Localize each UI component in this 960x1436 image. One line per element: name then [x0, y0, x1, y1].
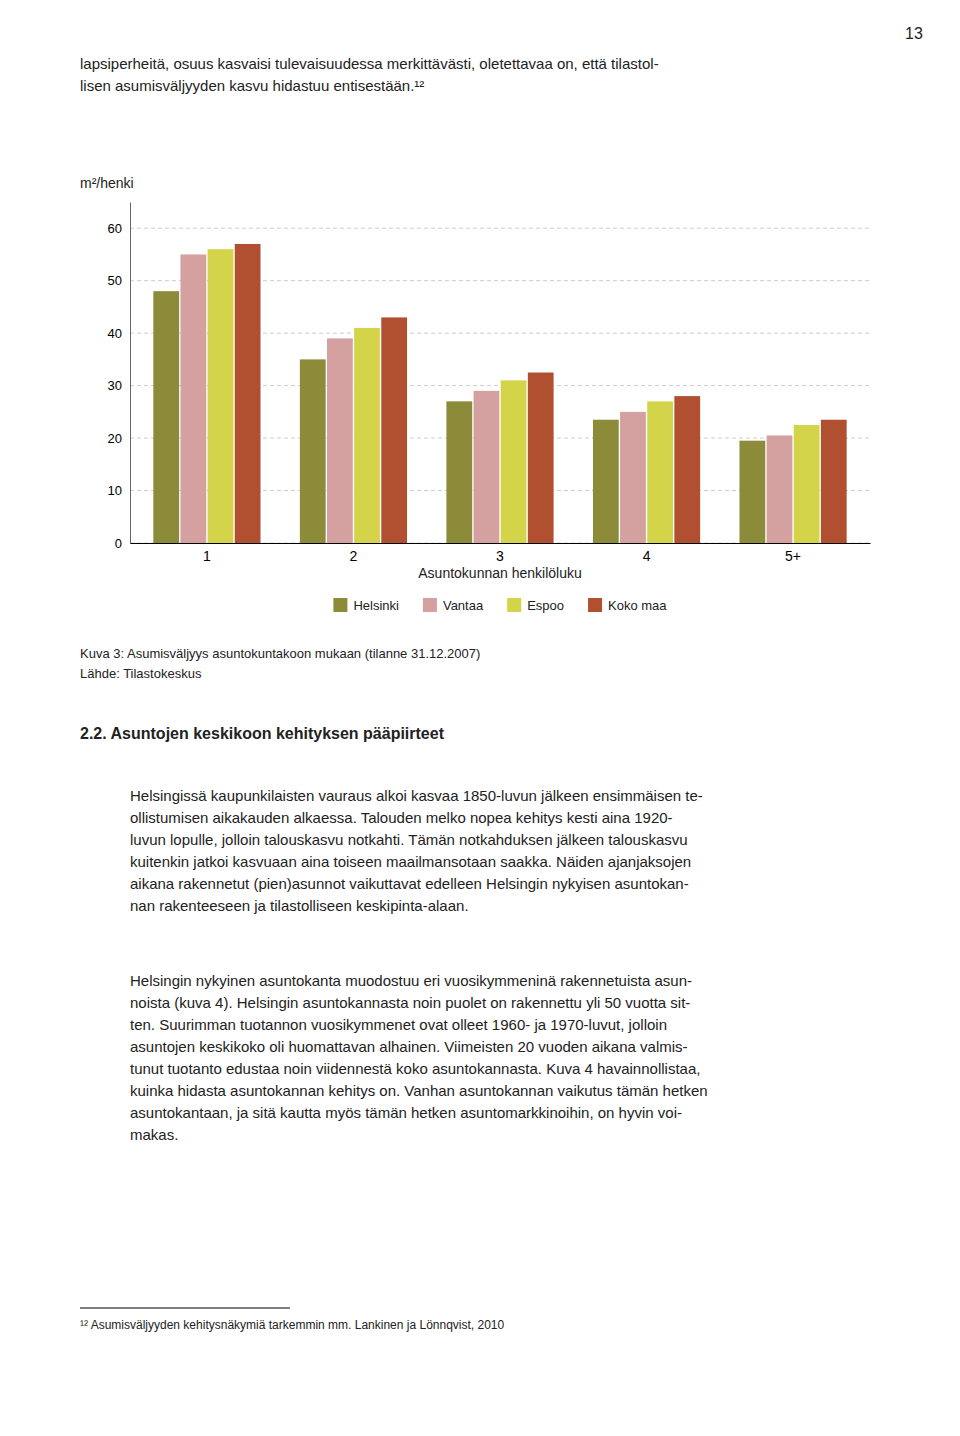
- y-tick: 0: [115, 536, 130, 551]
- legend-swatch: [588, 598, 602, 612]
- legend-label: Vantaa: [443, 598, 484, 613]
- x-tick: 4: [643, 543, 651, 564]
- bar: [821, 420, 847, 543]
- x-axis-title: Asuntokunnan henkilöluku: [418, 565, 581, 581]
- x-axis: 1 2 3 4 5+: [131, 543, 871, 564]
- source: Lähde: Tilastokeskus: [80, 666, 202, 681]
- legend-item: Koko maa: [588, 598, 667, 613]
- x-tick-label: 3: [496, 548, 504, 564]
- y-tick-label: 50: [108, 273, 122, 288]
- legend-label: Espoo: [527, 598, 564, 613]
- footnote-rule: [80, 1308, 290, 1309]
- y-tick: 40: [108, 326, 130, 341]
- bar: [620, 412, 646, 543]
- bar: [300, 359, 326, 543]
- paragraph-line: luvun lopulle, jolloin talouskasvu notka…: [130, 831, 688, 848]
- legend-item: Espoo: [507, 598, 564, 613]
- paragraph-line: kuitenkin jatkoi kasvuaan aina toiseen m…: [130, 853, 691, 870]
- x-tick: 1: [203, 543, 211, 564]
- paragraph-line: lapsiperheitä, osuus kasvaisi tulevaisuu…: [80, 55, 659, 72]
- bar: [381, 317, 407, 543]
- page-background: [0, 0, 960, 1436]
- grid: [130, 228, 870, 543]
- paragraph-line: lisen asumisväljyyden kasvu hidastuu ent…: [80, 77, 424, 94]
- y-tick-label: 10: [108, 483, 122, 498]
- y-axis: 0 10 20 30 40 50 60: [108, 203, 131, 551]
- paragraph-line: Helsingissä kaupunkilaisten vauraus alko…: [130, 787, 703, 804]
- y-tick: 60: [108, 221, 130, 236]
- legend-label: Koko maa: [608, 598, 667, 613]
- legend-swatch: [423, 598, 437, 612]
- y-tick-label: 40: [108, 326, 122, 341]
- y-tick: 10: [108, 483, 130, 498]
- bars: [153, 244, 846, 543]
- bar-series: [180, 254, 792, 543]
- bar: [794, 425, 820, 543]
- x-tick-label: 4: [643, 548, 651, 564]
- y-axis-title: m²/henki: [80, 175, 134, 191]
- bar: [528, 373, 554, 544]
- y-tick: 20: [108, 431, 130, 446]
- x-axis-line: [131, 543, 871, 544]
- x-tick: 2: [350, 543, 358, 564]
- y-tick-label: 0: [115, 536, 122, 551]
- y-axis-line: [130, 203, 131, 544]
- legend-swatch: [507, 598, 521, 612]
- bar: [767, 435, 793, 543]
- caption: Kuva 3: Asumisväljyys asuntokuntakoon mu…: [80, 646, 480, 661]
- paragraph-line: aikana rakennetut (pien)asunnot vaikutta…: [130, 875, 689, 892]
- legend-swatch: [333, 598, 347, 612]
- bar: [327, 338, 353, 543]
- x-tick-label: 5+: [785, 548, 801, 564]
- bar: [208, 249, 234, 543]
- legend-item: Helsinki: [333, 598, 399, 613]
- bar: [474, 391, 500, 543]
- bar: [501, 380, 527, 543]
- paragraph-line: noista (kuva 4). Helsingin asuntokannast…: [130, 994, 690, 1011]
- bar: [593, 420, 619, 543]
- bar: [647, 401, 673, 543]
- chart: 0 10 20 30 40 50 60 1 2 3 4 5+: [108, 203, 871, 564]
- page-number: 13: [905, 25, 923, 42]
- paragraph-line: makas.: [130, 1126, 178, 1143]
- y-tick: 50: [108, 273, 130, 288]
- bar: [674, 396, 700, 543]
- y-tick-label: 30: [108, 378, 122, 393]
- bar-series: [235, 244, 847, 543]
- grid-line: [130, 228, 870, 229]
- y-tick-label: 20: [108, 431, 122, 446]
- paragraph-line: Helsingin nykyinen asuntokanta muodostuu…: [130, 972, 692, 989]
- heading: 2.2. Asuntojen keskikoon kehityksen pääp…: [80, 725, 445, 742]
- bar: [739, 441, 765, 543]
- bar-series: [208, 249, 820, 543]
- bar: [180, 254, 206, 543]
- x-tick-label: 2: [350, 548, 358, 564]
- bar: [235, 244, 261, 543]
- legend-label: Helsinki: [353, 598, 399, 613]
- page: 13lapsiperheitä, osuus kasvaisi tulevais…: [0, 0, 960, 1436]
- paragraph-line: kuinka hidasta asuntokannan kehitys on. …: [130, 1082, 708, 1099]
- y-tick: 30: [108, 378, 130, 393]
- bar: [446, 401, 472, 543]
- paragraph-line: ten. Suurimman tuotannon vuosikymmenet o…: [130, 1016, 667, 1033]
- y-tick-label: 60: [108, 221, 122, 236]
- legend-item: Vantaa: [423, 598, 484, 613]
- bar: [153, 291, 179, 543]
- paragraph-line: tunut tuotanto edustaa noin viidennestä …: [130, 1060, 700, 1077]
- x-tick-label: 1: [203, 548, 211, 564]
- x-tick: 5+: [785, 543, 801, 564]
- paragraph-line: nan rakenteeseen ja tilastolliseen keski…: [130, 897, 469, 914]
- legend: Helsinki Vantaa Espoo Koko maa: [333, 598, 667, 613]
- footnote: ¹² Asumisväljyyden kehitysnäkymiä tarkem…: [80, 1318, 505, 1332]
- paragraph-line: asuntokantaan, ja sitä kautta myös tämän…: [130, 1104, 682, 1121]
- bar: [354, 328, 380, 543]
- paragraph-line: asuntojen keskikoko oli huomattavan alha…: [130, 1038, 688, 1055]
- paragraph-line: ollistumisen aikakauden alkaessa. Taloud…: [130, 809, 673, 826]
- x-tick: 3: [496, 543, 504, 564]
